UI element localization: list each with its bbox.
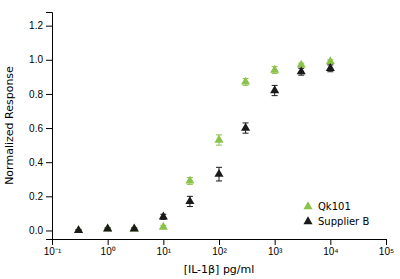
tick-label: 10³ xyxy=(268,246,283,257)
error-bar-cap xyxy=(243,133,249,134)
tick-label: 0.8 xyxy=(29,89,43,100)
legend-item: Supplier B xyxy=(303,216,369,227)
error-bar-cap xyxy=(216,180,222,181)
tick-label: 0.4 xyxy=(29,157,43,168)
tick-mark xyxy=(275,239,276,245)
tick-mark xyxy=(46,60,52,61)
error-bar-cap xyxy=(327,71,333,72)
tick-label: 10¹ xyxy=(157,246,172,257)
series xyxy=(74,63,335,233)
point xyxy=(159,222,168,230)
tick: 0.4 xyxy=(29,157,52,168)
tick-mark xyxy=(46,94,52,95)
point xyxy=(103,223,112,231)
tick-mark xyxy=(330,239,331,245)
tick-label: 10⁻¹ xyxy=(44,246,62,257)
tick: 10⁵ xyxy=(379,239,394,257)
tick-mark xyxy=(46,162,52,163)
tick-mark xyxy=(46,230,52,231)
point xyxy=(185,196,194,204)
tick-label: 10⁵ xyxy=(379,246,394,257)
tick: 10³ xyxy=(268,239,283,257)
point xyxy=(185,176,194,184)
tick-label: 0.0 xyxy=(29,225,43,236)
point xyxy=(297,60,306,68)
point xyxy=(214,169,223,177)
error-bar-cap xyxy=(272,95,278,96)
tick-mark xyxy=(108,239,109,245)
legend-item: Qk101 xyxy=(303,201,350,212)
error-bar-cap xyxy=(216,167,222,168)
tick-label: 10⁴ xyxy=(323,246,338,257)
tick-label: 0.2 xyxy=(29,191,43,202)
tick-label: 1.0 xyxy=(29,54,43,65)
point xyxy=(326,56,335,64)
point xyxy=(241,77,250,85)
tick: 1.2 xyxy=(29,20,52,31)
tick-mark xyxy=(46,128,52,129)
tick: 10⁻¹ xyxy=(44,239,62,257)
point xyxy=(297,66,306,74)
tick: 0.8 xyxy=(29,89,52,100)
tick-mark xyxy=(163,239,164,245)
tick-mark xyxy=(46,196,52,197)
point xyxy=(103,223,112,231)
tick-label: 10² xyxy=(212,246,227,257)
point xyxy=(241,123,250,131)
error-bar-cap xyxy=(216,145,222,146)
error-bar-cap xyxy=(187,206,193,207)
legend-label: Supplier B xyxy=(318,216,369,227)
tick-mark xyxy=(219,239,220,245)
tick: 0.0 xyxy=(29,225,52,236)
axis-line xyxy=(53,240,387,246)
tick: 10⁰ xyxy=(101,239,116,257)
legend-symbol xyxy=(303,216,312,224)
point xyxy=(214,135,223,143)
legend-label: Qk101 xyxy=(318,201,351,212)
point xyxy=(159,212,168,220)
point xyxy=(270,85,279,93)
point xyxy=(270,65,279,73)
tick: 10⁴ xyxy=(323,239,338,257)
tick-label: 1.2 xyxy=(29,20,43,31)
x-axis-title: [IL-1β] pg/ml xyxy=(184,263,255,276)
point xyxy=(130,223,139,231)
tick: 10¹ xyxy=(157,239,172,257)
tick: 0.6 xyxy=(29,123,52,134)
marks xyxy=(74,56,335,233)
tick: 10² xyxy=(212,239,227,257)
point xyxy=(74,225,83,233)
y-axis-title: Normalized Response xyxy=(3,66,16,185)
error-bar-cap xyxy=(298,75,304,76)
axis-line xyxy=(46,13,53,240)
error-bar-cap xyxy=(187,184,193,185)
point xyxy=(74,225,83,233)
error-bar-cap xyxy=(272,73,278,74)
tick: 0.2 xyxy=(29,191,52,202)
x-axis: 10⁻¹ 10⁰ 10¹ 10² 10³ 10⁴ 10⁵ xyxy=(44,239,394,257)
error-bar-cap xyxy=(243,85,249,86)
tick-mark xyxy=(46,26,52,27)
plot-area: 10⁻¹ 10⁰ 10¹ 10² 10³ 10⁴ 10⁵ 0.0 0.2 0.4 0.6 0.8 1.0… xyxy=(29,13,394,258)
chart: 10⁻¹ 10⁰ 10¹ 10² 10³ 10⁴ 10⁵ 0.0 0.2 0.4 0.6 0.8 1.0… xyxy=(0,0,400,279)
series xyxy=(74,56,335,233)
tick-label: 10⁰ xyxy=(101,246,116,257)
legend-symbol xyxy=(303,201,312,209)
tick-label: 0.6 xyxy=(29,123,43,134)
point xyxy=(130,223,139,231)
tick: 1.0 xyxy=(29,54,52,65)
y-axis: 0.0 0.2 0.4 0.6 0.8 1.0 1.2 xyxy=(29,13,52,240)
legend: Qk101 Supplier B xyxy=(303,201,369,227)
tick-mark xyxy=(386,239,387,245)
point xyxy=(326,63,335,71)
